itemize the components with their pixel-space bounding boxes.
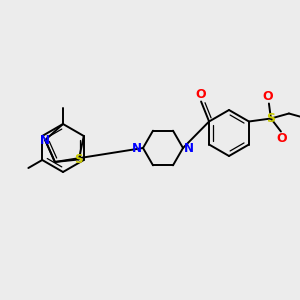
Text: N: N <box>132 142 142 154</box>
Text: S: S <box>266 112 275 125</box>
Text: S: S <box>74 153 83 166</box>
Text: N: N <box>184 142 194 154</box>
Text: O: O <box>196 88 206 100</box>
Text: O: O <box>277 133 287 146</box>
Text: O: O <box>262 89 273 103</box>
Text: N: N <box>40 134 50 147</box>
